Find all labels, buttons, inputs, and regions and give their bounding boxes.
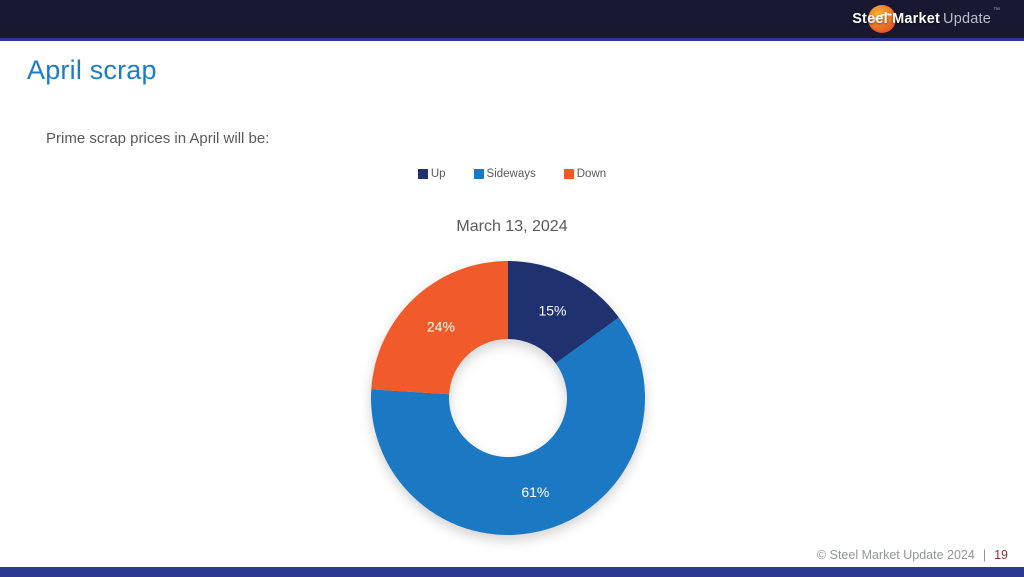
chart-legend: Up Sideways Down (0, 168, 1024, 180)
legend-item-sideways: Sideways (473, 168, 536, 180)
legend-item-up: Up (417, 168, 446, 180)
header-divider (0, 38, 1024, 41)
top-bar: Steel Market Update ™ (0, 0, 1024, 38)
legend-item-down: Down (563, 168, 607, 180)
donut-slice-sideways (371, 317, 645, 535)
slide-content: April scrap Prime scrap prices in April … (0, 55, 1024, 558)
smu-logo-text: Steel Market Update (852, 11, 991, 27)
footer-separator: | (982, 548, 987, 562)
trademark-symbol: ™ (993, 7, 1000, 14)
slide-footer: © Steel Market Update 2024 | 19 (817, 548, 1008, 562)
legend-swatch-icon (563, 169, 574, 179)
legend-label: Sideways (486, 168, 536, 180)
logo-secondary-text: Update (943, 11, 991, 27)
donut-chart: 15% 61% 24% (371, 261, 645, 535)
slice-value-label: 61% (521, 484, 549, 500)
smu-swoosh-icon (868, 5, 897, 33)
donut-slice-up (508, 261, 619, 364)
logo-primary-text: Steel Market (852, 11, 941, 27)
legend-label: Up (430, 168, 446, 180)
slice-value-label: 15% (538, 303, 566, 319)
chart-title: March 13, 2024 (456, 218, 568, 235)
legend-label: Down (576, 168, 607, 180)
copyright-text: © Steel Market Update 2024 (816, 548, 975, 562)
legend-swatch-icon (473, 169, 484, 179)
question-text: Prime scrap prices in April will be: (46, 130, 270, 147)
legend-swatch-icon (417, 169, 428, 179)
slice-value-label: 24% (427, 318, 455, 334)
page-number: 19 (994, 548, 1008, 562)
smu-logo: Steel Market Update ™ (852, 0, 1010, 38)
donut-slice-down (371, 261, 508, 395)
bottom-bar (0, 567, 1024, 577)
page-title: April scrap (27, 55, 157, 85)
donut-chart-container: 15% 61% 24% (348, 238, 668, 558)
